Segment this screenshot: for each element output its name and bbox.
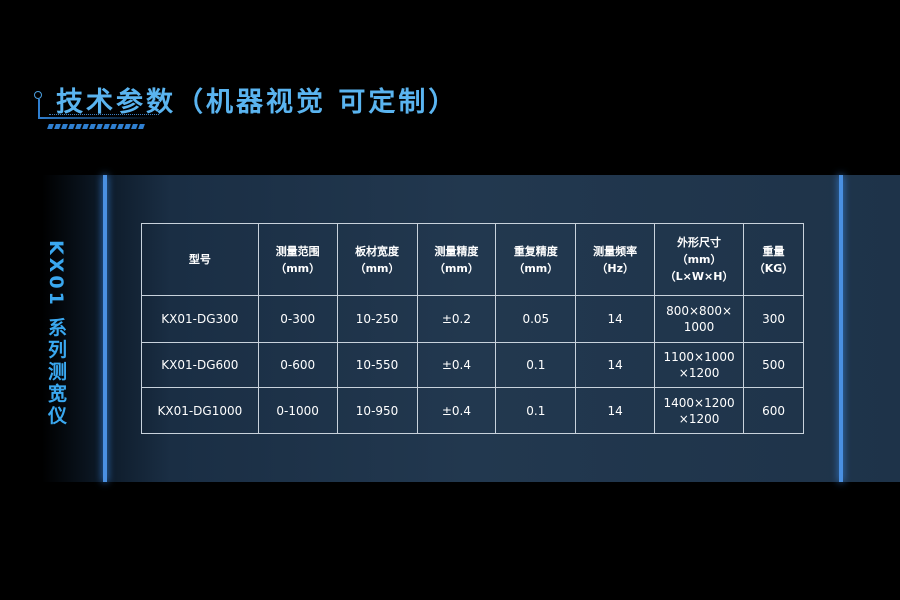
cell-text: （mm） xyxy=(676,253,722,266)
page-title: 技术参数（机器视觉 可定制） xyxy=(56,87,459,118)
cell-text: 0-600 xyxy=(280,358,316,372)
table-cell: 0.1 xyxy=(495,387,577,434)
cell-text: 重量 xyxy=(762,244,785,258)
table-row: KX01-DG600 0-600 10-550 ±0.4 0.1 14 1100×1000 ×… xyxy=(141,342,804,388)
cell-text: 10-550 xyxy=(355,358,399,372)
cell-text: （L×W×H） xyxy=(664,270,734,283)
title-underline xyxy=(38,117,160,119)
cell-text: KX01-DG1000 xyxy=(157,403,243,418)
panel-right-bar xyxy=(839,175,843,482)
table-cell: ±0.4 xyxy=(416,387,497,434)
table-row: KX01-DG1000 0-1000 10-950 ±0.4 0.1 14 1400×120… xyxy=(141,387,804,434)
table-cell: 500 xyxy=(743,342,804,388)
cell-text: 600 xyxy=(762,403,785,418)
cell-text: 0.1 xyxy=(526,358,546,372)
table-cell: 10-250 xyxy=(336,295,418,343)
cell-text: KX01-DG300 xyxy=(161,312,239,326)
table-cell: 0-300 xyxy=(257,295,338,343)
table-cell: 10-550 xyxy=(336,342,418,388)
table-cell: 0-600 xyxy=(257,342,338,388)
table-cell: ±0.4 xyxy=(416,342,497,388)
spec-table: 型号 测量范围 （mm） 板材宽度 （mm） 测量精度 （mm） 重复精度 （mm） 测量频率 （H… xyxy=(141,223,804,434)
cell-text: 测量范围 xyxy=(275,244,320,258)
table-cell: 300 xyxy=(743,295,804,343)
cell-text: 500 xyxy=(762,358,785,372)
title-dotted-line xyxy=(49,114,159,115)
cell-text: ×1200 xyxy=(678,411,720,426)
side-label: KX01 系列测宽仪 xyxy=(45,240,67,428)
cell-text: 14 xyxy=(607,358,623,372)
title-decoration-line xyxy=(38,99,40,117)
cell-text: KX01-DG600 xyxy=(161,358,239,372)
table-cell: 600 xyxy=(743,387,804,434)
cell-text: ±0.4 xyxy=(441,403,471,418)
cell-text: 测量精度 xyxy=(434,244,479,258)
cell-text: 1100×1000 xyxy=(663,350,735,364)
table-cell: KX01-DG600 xyxy=(141,342,259,388)
table-cell: 800×800× 1000 xyxy=(654,295,745,343)
cell-text: 板材宽度 xyxy=(355,244,400,258)
cell-text: 800×800× xyxy=(666,304,733,318)
table-cell: 0.05 xyxy=(495,295,577,343)
column-header: 板材宽度 （mm） xyxy=(336,223,418,296)
table-row: KX01-DG300 0-300 10-250 ±0.2 0.05 14 800×800× 1… xyxy=(141,295,804,343)
table-cell: ±0.2 xyxy=(416,295,497,343)
column-header: 重复精度 （mm） xyxy=(495,223,577,296)
table-cell: KX01-DG1000 xyxy=(141,387,259,434)
table-cell: 14 xyxy=(575,387,656,434)
cell-text: （mm） xyxy=(513,261,559,275)
column-header: 测量范围 （mm） xyxy=(257,223,338,296)
cell-text: 14 xyxy=(607,312,623,326)
table-cell: 1100×1000 ×1200 xyxy=(654,342,745,388)
column-header: 外形尺寸 （mm） （L×W×H） xyxy=(654,223,745,296)
cell-text: 1000 xyxy=(683,320,715,334)
cell-text: 0-1000 xyxy=(276,403,319,418)
cell-text: 重复精度 xyxy=(513,244,558,258)
table-cell: 10-950 xyxy=(336,387,418,434)
table-cell: 0.1 xyxy=(495,342,577,388)
cell-text: （mm） xyxy=(433,261,479,275)
title-circle-icon xyxy=(34,91,42,99)
column-header: 重量 （KG） xyxy=(743,223,804,296)
cell-text: （mm） xyxy=(354,261,400,275)
table-header-row: 型号 测量范围 （mm） 板材宽度 （mm） 测量精度 （mm） 重复精度 （mm） 测量频率 （H… xyxy=(141,223,804,296)
table-cell: 14 xyxy=(575,295,656,343)
column-header: 测量频率 （Hz） xyxy=(575,223,656,296)
cell-text: 300 xyxy=(762,312,785,326)
cell-text: ±0.2 xyxy=(441,312,471,326)
cell-text: 10-950 xyxy=(355,403,399,418)
column-header: 测量精度 （mm） xyxy=(416,223,497,296)
cell-text: 0.05 xyxy=(522,312,550,326)
cell-text: ±0.4 xyxy=(441,358,471,372)
cell-text: 1400×1200 xyxy=(663,395,735,410)
column-header: 型号 xyxy=(141,223,259,296)
cell-text: 外形尺寸 xyxy=(677,236,722,249)
table-cell: KX01-DG300 xyxy=(141,295,259,343)
table-cell: 14 xyxy=(575,342,656,388)
cell-text: 型号 xyxy=(188,253,211,266)
title-bars-decoration xyxy=(47,124,145,129)
panel-left-bar xyxy=(103,175,107,482)
cell-text: 14 xyxy=(607,403,623,418)
cell-text: （mm） xyxy=(275,261,321,275)
cell-text: 10-250 xyxy=(355,312,399,326)
table-cell: 1400×1200 ×1200 xyxy=(654,387,745,434)
cell-text: （Hz） xyxy=(596,261,634,275)
cell-text: ×1200 xyxy=(678,366,720,380)
cell-text: 测量频率 xyxy=(593,244,638,258)
table-cell: 0-1000 xyxy=(257,387,338,434)
cell-text: 0.1 xyxy=(526,403,546,418)
cell-text: （KG） xyxy=(753,261,794,275)
cell-text: 0-300 xyxy=(280,312,316,326)
